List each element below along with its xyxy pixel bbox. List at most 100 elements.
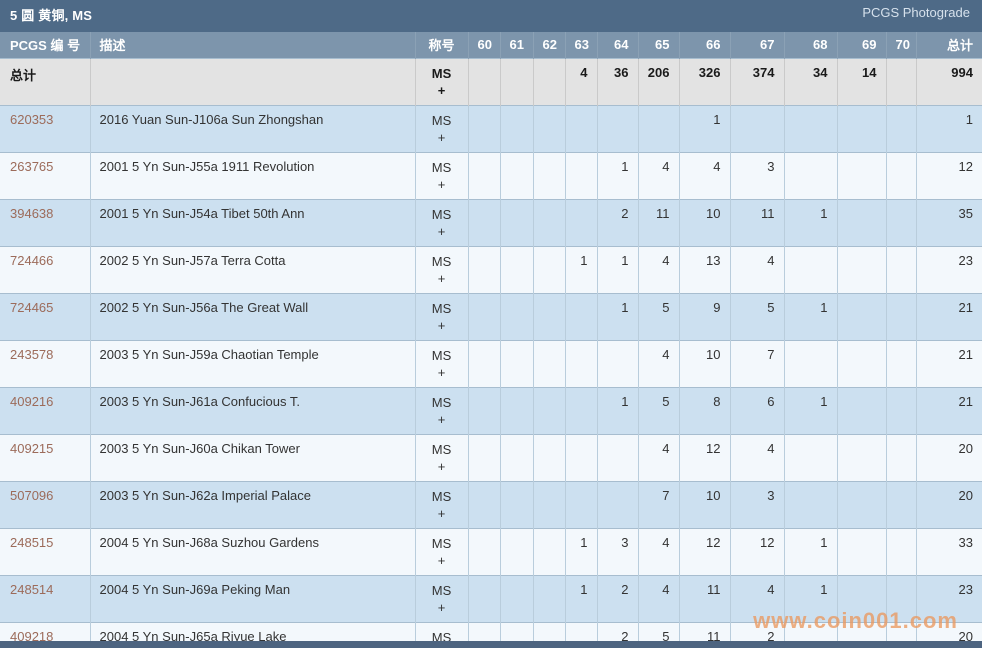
pcgs-number-cell: 409215 xyxy=(0,433,91,481)
grade-65-cell: 5 xyxy=(638,386,680,434)
grade-63-cell xyxy=(565,386,598,434)
table-row: 248514 2004 5 Yn Sun-J69a Peking Man MS +1 2… xyxy=(0,574,982,622)
grade-67-cell: 4 xyxy=(730,433,785,481)
pcgs-number-cell: 243578 xyxy=(0,339,91,387)
description-cell: 2004 5 Yn Sun-J68a Suzhou Gardens xyxy=(90,527,416,575)
description-cell: 2003 5 Yn Sun-J62a Imperial Palace xyxy=(90,480,416,528)
column-header-10: 67 xyxy=(730,32,785,58)
grade-63-cell xyxy=(565,104,598,152)
grade-61-cell xyxy=(500,574,534,622)
description-cell: 2001 5 Yn Sun-J54a Tibet 50th Ann xyxy=(90,198,416,246)
grade-64-cell: 1 xyxy=(597,151,639,199)
table-row: 724465 2002 5 Yn Sun-J56a The Great Wall M… xyxy=(0,292,982,340)
grade-65-cell: 5 xyxy=(638,292,680,340)
designation-line: MS xyxy=(431,347,452,363)
designation-cell: MS+ xyxy=(415,198,469,246)
grade-60-cell xyxy=(468,480,501,528)
grade-66-cell: 10 xyxy=(679,480,731,528)
table-row: 507096 2003 5 Yn Sun-J62a Imperial Palace… xyxy=(0,480,982,528)
grade-69-cell xyxy=(837,292,887,340)
designation-line: + xyxy=(437,505,446,521)
pcgs-number-cell: 724466 xyxy=(0,245,91,293)
pcgs-number-cell: 248514 xyxy=(0,574,91,622)
grade-60-cell xyxy=(468,386,501,434)
designation-line: + xyxy=(437,176,446,192)
grade-68-cell: 1 xyxy=(784,527,838,575)
designation-cell: MS+ xyxy=(415,104,469,152)
designation-line: MS xyxy=(431,159,452,175)
grade-70-cell xyxy=(886,104,917,152)
grade-62-cell xyxy=(533,574,566,622)
column-header-11: 68 xyxy=(784,32,838,58)
pcgs-number-link[interactable]: 263765 xyxy=(10,158,54,174)
grade-60-cell xyxy=(468,151,501,199)
grade-68-cell: 1 xyxy=(784,292,838,340)
grade-64-cell: 2 xyxy=(597,198,639,246)
grade-68-cell xyxy=(784,245,838,293)
pcgs-number-link[interactable]: 248514 xyxy=(10,581,54,597)
designation-cell: MS+ xyxy=(415,57,469,105)
grade-67-cell: 6 xyxy=(730,386,785,434)
grade-62-cell xyxy=(533,480,566,528)
grade-68-cell xyxy=(784,433,838,481)
grade-61-cell xyxy=(500,245,534,293)
grade-67-cell: 4 xyxy=(730,574,785,622)
description-cell xyxy=(90,57,416,105)
table-row: 409216 2003 5 Yn Sun-J61a Confucious T. MS… xyxy=(0,386,982,434)
grade-69-cell xyxy=(837,339,887,387)
column-header-9: 66 xyxy=(679,32,731,58)
grade-64-cell: 36 xyxy=(597,57,639,105)
pcgs-number-cell: 409216 xyxy=(0,386,91,434)
grade-67-cell: 5 xyxy=(730,292,785,340)
grade-63-cell xyxy=(565,480,598,528)
pcgs-number-link[interactable]: 724465 xyxy=(10,299,54,315)
table-row: 394638 2001 5 Yn Sun-J54a Tibet 50th Ann M… xyxy=(0,198,982,246)
pcgs-photograde-link[interactable]: PCGS Photograde xyxy=(862,5,970,20)
designation-line: MS xyxy=(431,582,452,598)
pcgs-number-link[interactable]: 394638 xyxy=(10,205,54,221)
grade-70-cell xyxy=(886,527,917,575)
grade-61-cell xyxy=(500,198,534,246)
grade-65-cell: 206 xyxy=(638,57,680,105)
totals-row: 总计 MS +4 36 206 326 374 34 14 994 xyxy=(0,57,982,105)
pcgs-number-link[interactable]: 507096 xyxy=(10,487,54,503)
grade-68-cell xyxy=(784,480,838,528)
grade-65-cell: 4 xyxy=(638,433,680,481)
designation-cell: MS+ xyxy=(415,574,469,622)
row-total-cell: 35 xyxy=(916,198,982,246)
designation-line: MS xyxy=(431,112,452,128)
page-title: 5 圆 黄铜, MS xyxy=(10,8,93,23)
pcgs-number-link[interactable]: 243578 xyxy=(10,346,54,362)
pcgs-number-link[interactable]: 724466 xyxy=(10,252,54,268)
pcgs-number-link[interactable]: 620353 xyxy=(10,111,54,127)
grade-61-cell xyxy=(500,151,534,199)
row-total-cell: 994 xyxy=(916,57,982,105)
pcgs-number-link[interactable]: 248515 xyxy=(10,534,54,550)
grade-60-cell xyxy=(468,104,501,152)
grade-66-cell: 1 xyxy=(679,104,731,152)
pcgs-number-link[interactable]: 409218 xyxy=(10,628,54,644)
grade-67-cell: 11 xyxy=(730,198,785,246)
grade-68-cell: 1 xyxy=(784,574,838,622)
pcgs-number-link[interactable]: 409215 xyxy=(10,440,54,456)
grade-62-cell xyxy=(533,527,566,575)
designation-line: + xyxy=(437,317,446,333)
designation-line: MS xyxy=(431,300,452,316)
grade-61-cell xyxy=(500,57,534,105)
designation-line: + xyxy=(437,82,446,98)
grade-70-cell xyxy=(886,57,917,105)
pcgs-number-cell: 248515 xyxy=(0,527,91,575)
grade-67-cell: 12 xyxy=(730,527,785,575)
row-total-cell: 20 xyxy=(916,480,982,528)
designation-cell: MS+ xyxy=(415,433,469,481)
column-header-3: 60 xyxy=(468,32,501,58)
column-header-2: 称号 xyxy=(415,32,469,58)
totals-label-cell: 总计 xyxy=(0,57,91,105)
grade-69-cell xyxy=(837,480,887,528)
grade-66-cell: 10 xyxy=(679,339,731,387)
description-cell: 2003 5 Yn Sun-J61a Confucious T. xyxy=(90,386,416,434)
column-header-6: 63 xyxy=(565,32,598,58)
table-header-row: PCGS 编 号描述 称号 60 61 62 63 64 65 66 67 68 69 70 总计 xyxy=(0,32,982,58)
pcgs-number-link[interactable]: 409216 xyxy=(10,393,54,409)
grade-62-cell xyxy=(533,292,566,340)
